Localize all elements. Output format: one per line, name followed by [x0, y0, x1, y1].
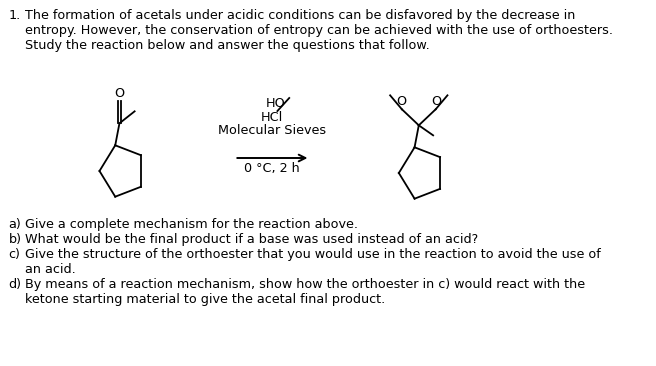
- Text: O: O: [114, 87, 125, 100]
- Text: By means of a reaction mechanism, show how the orthoester in c) would react with: By means of a reaction mechanism, show h…: [26, 278, 585, 291]
- Text: entropy. However, the conservation of entropy can be achieved with the use of or: entropy. However, the conservation of en…: [26, 24, 613, 37]
- Text: 1.: 1.: [9, 9, 21, 22]
- Text: Molecular Sieves: Molecular Sieves: [218, 124, 327, 137]
- Text: Give a complete mechanism for the reaction above.: Give a complete mechanism for the reacti…: [26, 218, 358, 231]
- Text: O: O: [432, 95, 441, 108]
- Text: O: O: [396, 95, 406, 108]
- Text: d): d): [9, 278, 22, 291]
- Text: Study the reaction below and answer the questions that follow.: Study the reaction below and answer the …: [26, 39, 430, 52]
- Text: ketone starting material to give the acetal final product.: ketone starting material to give the ace…: [26, 293, 386, 306]
- Text: 0 °C, 2 h: 0 °C, 2 h: [245, 162, 300, 175]
- Text: c): c): [9, 248, 20, 261]
- Text: The formation of acetals under acidic conditions can be disfavored by the decrea: The formation of acetals under acidic co…: [26, 9, 576, 22]
- Text: What would be the final product if a base was used instead of an acid?: What would be the final product if a bas…: [26, 233, 478, 246]
- Text: an acid.: an acid.: [26, 263, 76, 276]
- Text: a): a): [9, 218, 21, 231]
- Text: b): b): [9, 233, 22, 246]
- Text: HCl: HCl: [261, 111, 283, 124]
- Text: Give the structure of the orthoester that you would use in the reaction to avoid: Give the structure of the orthoester tha…: [26, 248, 601, 261]
- Text: HO: HO: [266, 97, 285, 110]
